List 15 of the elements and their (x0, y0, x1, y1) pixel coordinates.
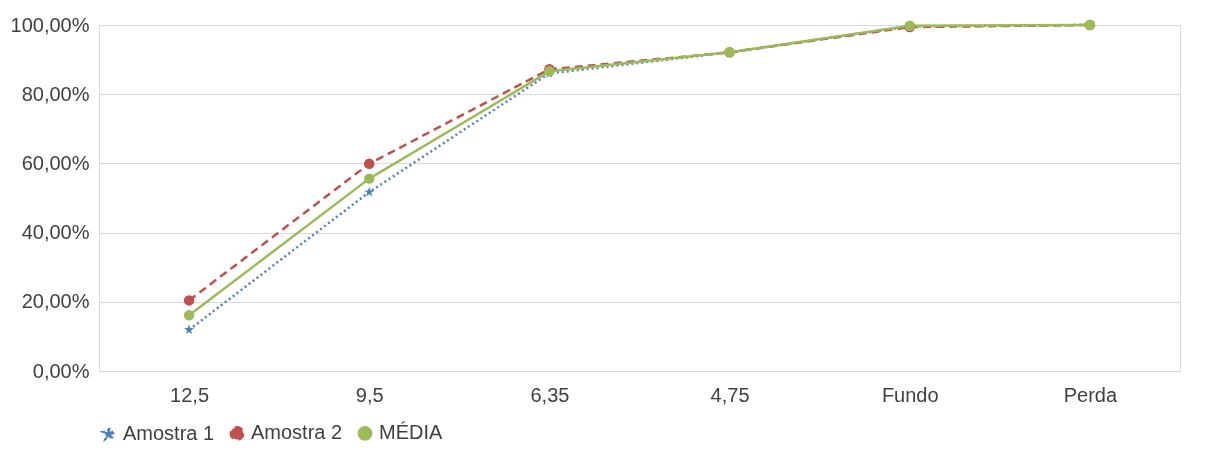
x-tick-label: Fundo (881, 383, 939, 406)
y-tick-label: 100,00% (10, 13, 90, 36)
y-tick-label: 0,00% (32, 359, 90, 382)
y-tick-label: 40,00% (21, 221, 90, 244)
x-tick-label: 6,35 (530, 383, 570, 406)
x-tick-label: 9,5 (355, 383, 384, 406)
legend-label: Amostra 1 (123, 422, 215, 444)
y-tick-label: 60,00% (21, 151, 90, 174)
y-tick-label: 20,00% (21, 290, 90, 313)
y-tick-label: 80,00% (21, 82, 90, 105)
legend-label: Amostra 2 (251, 421, 343, 444)
legend-label: MÉDIA (379, 421, 443, 444)
x-tick-label: 12,5 (170, 383, 210, 406)
x-tick-label: 4,75 (710, 383, 750, 406)
x-tick-label: Perda (1063, 383, 1118, 406)
